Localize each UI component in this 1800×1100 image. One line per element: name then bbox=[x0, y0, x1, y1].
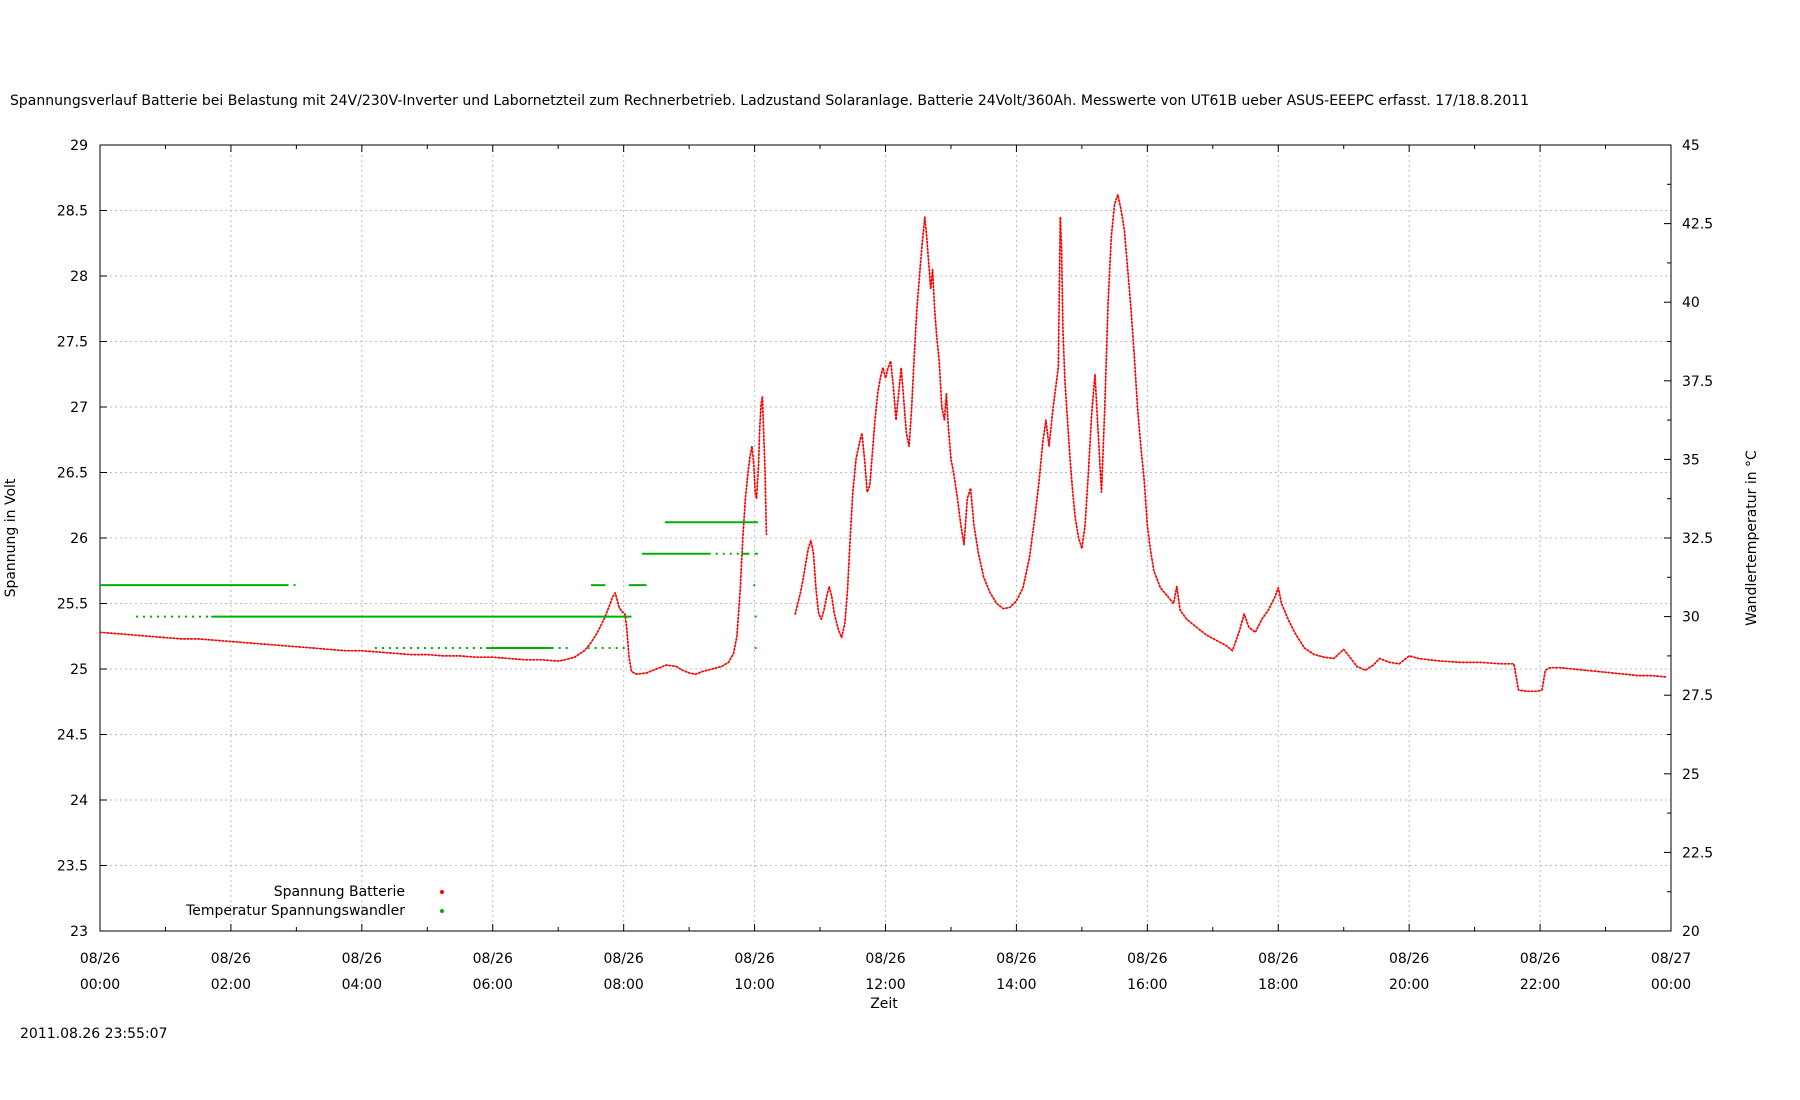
x-tick-label-time: 00:00 bbox=[80, 977, 120, 993]
x-tick-label-date: 08/26 bbox=[80, 951, 120, 967]
axis-ticks bbox=[100, 145, 1671, 931]
y-right-tick-label: 30 bbox=[1682, 610, 1700, 626]
y-left-tick-label: 28.5 bbox=[57, 204, 88, 220]
x-tick-label-date: 08/26 bbox=[211, 951, 251, 967]
x-tick-label-time: 04:00 bbox=[342, 977, 382, 993]
x-tick-label-date: 08/26 bbox=[603, 951, 643, 967]
x-tick-label-date: 08/26 bbox=[342, 951, 382, 967]
y-left-tick-label: 26.5 bbox=[57, 466, 88, 482]
y-left-tick-label: 25.5 bbox=[57, 597, 88, 613]
x-tick-label-date: 08/26 bbox=[996, 951, 1036, 967]
x-tick-label-time: 14:00 bbox=[996, 977, 1036, 993]
legend-label-temperature: Temperatur Spannungswandler bbox=[186, 902, 405, 919]
y-right-tick-label: 27.5 bbox=[1682, 688, 1713, 704]
x-tick-label-date: 08/26 bbox=[1127, 951, 1167, 967]
chart-title: Spannungsverlauf Batterie bei Belastung … bbox=[10, 93, 1530, 109]
y-axis-label-left: Spannung in Volt bbox=[3, 478, 19, 598]
x-tick-label-date: 08/26 bbox=[473, 951, 513, 967]
x-tick-label-time: 00:00 bbox=[1651, 977, 1691, 993]
x-tick-label-date: 08/26 bbox=[865, 951, 905, 967]
x-tick-label-time: 22:00 bbox=[1520, 977, 1560, 993]
x-tick-label-date: 08/26 bbox=[1258, 951, 1298, 967]
y-right-tick-label: 32.5 bbox=[1682, 531, 1713, 547]
voltage-dot-icon bbox=[440, 889, 444, 894]
y-left-tick-label: 23 bbox=[70, 924, 88, 940]
y-right-tick-label: 37.5 bbox=[1682, 374, 1713, 390]
x-tick-label-time: 02:00 bbox=[211, 977, 251, 993]
x-tick-label-time: 08:00 bbox=[603, 977, 643, 993]
x-tick-label-time: 16:00 bbox=[1127, 977, 1167, 993]
x-tick-label-time: 18:00 bbox=[1258, 977, 1298, 993]
gridlines bbox=[100, 145, 1671, 931]
legend-marker-voltage bbox=[405, 889, 479, 894]
x-tick-label-date: 08/26 bbox=[1520, 951, 1560, 967]
temperature-dot-icon bbox=[440, 908, 444, 913]
y-left-tick-label: 24 bbox=[70, 793, 88, 809]
y-right-tick-label: 45 bbox=[1682, 138, 1700, 154]
y-right-tick-label: 35 bbox=[1682, 452, 1700, 468]
y-left-tick-label: 24.5 bbox=[57, 728, 88, 744]
legend-item-temperature: Temperatur Spannungswandler bbox=[100, 901, 479, 920]
y-right-tick-label: 42.5 bbox=[1682, 217, 1713, 233]
y-left-tick-label: 26 bbox=[70, 531, 88, 547]
y-right-tick-label: 22.5 bbox=[1682, 845, 1713, 861]
x-tick-label-date: 08/26 bbox=[1389, 951, 1429, 967]
x-tick-label-date: 08/26 bbox=[734, 951, 774, 967]
y-right-tick-label: 20 bbox=[1682, 924, 1700, 940]
x-axis-label: Zeit bbox=[870, 996, 898, 1012]
y-left-tick-label: 27 bbox=[70, 400, 88, 416]
plot-timestamp: 2011.08.26 23:55:07 bbox=[20, 1026, 168, 1042]
y-left-tick-label: 23.5 bbox=[57, 859, 88, 875]
y-right-tick-label: 25 bbox=[1682, 767, 1700, 783]
x-tick-label-time: 10:00 bbox=[734, 977, 774, 993]
legend: Spannung Batterie Temperatur Spannungswa… bbox=[100, 882, 479, 920]
series-temperature bbox=[100, 521, 760, 650]
y-left-tick-label: 29 bbox=[70, 138, 88, 154]
legend-label-voltage: Spannung Batterie bbox=[273, 883, 405, 900]
series-voltage bbox=[99, 193, 1667, 693]
y-left-tick-label: 25 bbox=[70, 662, 88, 678]
y-left-tick-label: 27.5 bbox=[57, 335, 88, 351]
y-right-tick-label: 40 bbox=[1682, 295, 1700, 311]
legend-item-voltage: Spannung Batterie bbox=[100, 882, 479, 901]
y-axis-label-right: Wandlertemperatur in °C bbox=[1744, 450, 1760, 626]
tick-labels: 29 28.5 28 27.5 27 26.5 26 25.5 25 24.5 24 23.5 23 45… bbox=[57, 138, 1713, 993]
legend-marker-temperature bbox=[405, 908, 479, 913]
x-tick-label-time: 20:00 bbox=[1389, 977, 1429, 993]
x-tick-label-date: 08/27 bbox=[1651, 951, 1691, 967]
x-tick-label-time: 12:00 bbox=[865, 977, 905, 993]
y-left-tick-label: 28 bbox=[70, 269, 88, 285]
x-tick-label-time: 06:00 bbox=[473, 977, 513, 993]
